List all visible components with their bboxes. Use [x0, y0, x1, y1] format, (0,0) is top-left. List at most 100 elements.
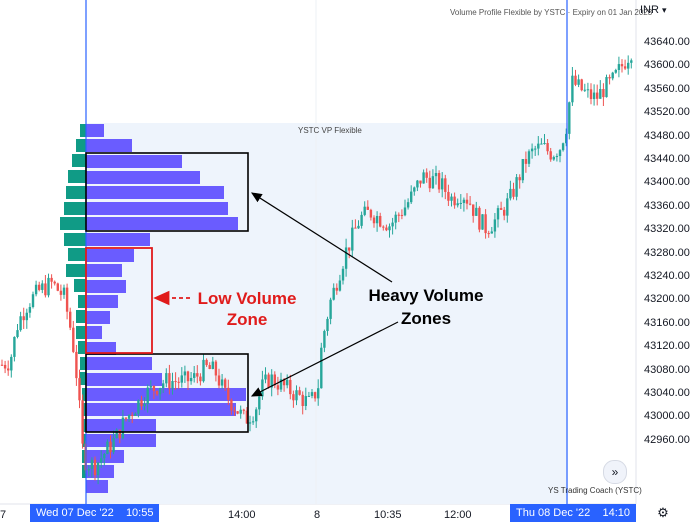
candle-body: [565, 133, 568, 144]
candle-body: [34, 284, 38, 295]
candle-body: [627, 62, 630, 69]
candle-body: [475, 207, 478, 216]
candle-body: [521, 159, 524, 181]
candle-body: [127, 414, 131, 419]
volume-profile-bar: [86, 465, 114, 478]
price-tick: 43320.00: [644, 223, 690, 236]
heavy-volume-box-upper: [85, 152, 249, 232]
candle-body: [611, 72, 614, 79]
scroll-to-latest-button[interactable]: »: [603, 460, 627, 484]
candle-body: [379, 215, 382, 227]
left-volume-bar: [80, 357, 86, 370]
candle-body: [394, 214, 397, 223]
price-axis-bg: [636, 0, 690, 504]
candle-body: [31, 294, 35, 308]
candle-body: [620, 64, 624, 67]
volume-profile-bar: [86, 373, 162, 386]
volume-profile-bar: [86, 480, 108, 493]
candle-body: [214, 361, 218, 376]
candle-body: [242, 409, 245, 411]
volume-profile-bar: [86, 357, 152, 370]
price-tick: 43360.00: [644, 199, 690, 212]
candle-body: [279, 379, 283, 390]
left-volume-bar: [72, 154, 86, 167]
candle-body: [425, 172, 428, 178]
candle-body: [472, 204, 475, 216]
candle-body: [499, 208, 503, 210]
candle-body: [574, 75, 577, 85]
candle-body: [589, 89, 593, 100]
low-volume-zone-label: Low Volume Zone: [197, 289, 297, 329]
candle-body: [518, 177, 521, 181]
candle-body: [372, 217, 376, 224]
time-tick-1035: 10:35: [374, 509, 402, 521]
heavy-volume-box-lower: [85, 353, 249, 433]
candle-body: [276, 385, 280, 390]
candle-body: [233, 410, 236, 412]
left-volume-bar: [82, 450, 86, 463]
candle-body: [391, 222, 394, 227]
candle-body: [487, 233, 490, 235]
chart-settings-button[interactable]: ⚙: [655, 505, 671, 521]
candle-body: [506, 198, 509, 216]
candle-body: [310, 392, 314, 396]
candle-body: [53, 281, 56, 284]
candle-body: [546, 143, 549, 152]
candle-body: [251, 421, 255, 423]
gear-icon: ⚙: [657, 505, 669, 520]
left-volume-bar: [68, 248, 86, 261]
candle-body: [22, 316, 25, 321]
candle-body: [47, 277, 50, 296]
candle-body: [630, 60, 633, 63]
candle-body: [196, 373, 199, 377]
candle-body: [189, 377, 193, 382]
volume-profile-bar: [86, 295, 118, 308]
volume-profile-bar: [86, 217, 238, 230]
candle-body: [186, 371, 190, 382]
candle-body: [81, 400, 84, 444]
candle-body: [298, 390, 301, 395]
candle-body: [605, 77, 608, 98]
candle-body: [41, 283, 44, 290]
volume-profile-bar: [86, 403, 236, 416]
left-volume-bar: [64, 202, 86, 215]
currency-selector[interactable]: INR ▾: [640, 4, 667, 16]
candle-body: [205, 359, 208, 366]
candle-body: [50, 277, 53, 282]
candle-body: [140, 400, 143, 407]
left-volume-bar: [78, 341, 86, 354]
candle-body: [19, 316, 22, 331]
candle-body: [313, 392, 317, 399]
candle-body: [419, 180, 422, 184]
candle-body: [137, 400, 140, 414]
candle-body: [165, 373, 168, 384]
candle-body: [357, 225, 360, 229]
arrow-to-lower-zone: [250, 321, 399, 397]
left-volume-bar: [64, 233, 86, 246]
candle-body: [38, 284, 41, 290]
currency-label: INR: [640, 4, 659, 16]
volume-profile-bar: [86, 311, 110, 324]
price-tick: 43200.00: [644, 293, 690, 306]
candle-body: [329, 299, 332, 319]
candle-body: [462, 199, 466, 203]
candle-body: [481, 214, 484, 230]
candle-body: [348, 247, 351, 251]
left-volume-bar: [74, 279, 86, 292]
volume-profile-bar: [86, 124, 104, 137]
candle-body: [289, 379, 292, 395]
heavy-volume-zones-label: Heavy Volume Zones: [368, 286, 484, 328]
price-tick: 43000.00: [644, 410, 690, 423]
candle-body: [552, 157, 555, 160]
candle-body: [115, 429, 118, 439]
candle-body: [62, 287, 66, 295]
candle-body: [131, 414, 134, 416]
volume-profile-bar: [86, 419, 156, 432]
left-volume-bar: [82, 434, 86, 447]
left-volume-bar: [66, 264, 86, 277]
left-volume-bar: [60, 217, 86, 230]
candle-body: [143, 404, 146, 407]
left-volume-bar: [82, 419, 86, 432]
candle-body: [441, 178, 444, 190]
